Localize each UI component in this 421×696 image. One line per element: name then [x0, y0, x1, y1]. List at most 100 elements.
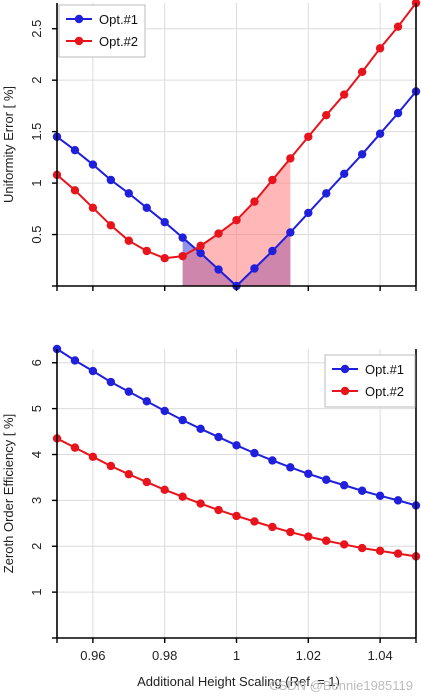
data-point — [88, 366, 98, 376]
data-point — [340, 540, 349, 549]
y-tick-label: 1.5 — [29, 123, 44, 141]
data-point — [142, 203, 151, 212]
data-point — [142, 397, 151, 406]
y-tick-label: 3 — [29, 497, 44, 504]
data-point — [214, 229, 223, 238]
data-point — [375, 129, 385, 138]
x-axis-title: Additional Height Scaling (Ref. = 1) — [137, 674, 340, 689]
data-point — [393, 22, 403, 31]
data-point — [232, 441, 241, 450]
x-tick-label: 1.04 — [367, 648, 392, 663]
data-point — [340, 90, 349, 99]
data-point — [70, 145, 80, 155]
data-point — [178, 415, 187, 425]
data-point — [70, 443, 80, 452]
x-tick-label: 0.98 — [152, 648, 177, 663]
data-point — [268, 175, 277, 185]
legend-box — [324, 354, 416, 408]
data-point — [160, 406, 169, 416]
data-point — [160, 254, 169, 263]
data-point — [160, 217, 169, 227]
legend-label: Opt.#2 — [99, 34, 138, 49]
data-point — [286, 463, 295, 472]
y-tick-label: 0.5 — [29, 226, 44, 244]
y-tick-label: 2 — [29, 543, 44, 550]
data-point — [88, 203, 98, 212]
data-point — [160, 485, 169, 495]
data-point — [106, 461, 116, 471]
data-point — [250, 197, 259, 206]
data-point — [124, 236, 133, 245]
y-tick-label: 4 — [29, 451, 44, 458]
y-tick-label: 6 — [29, 359, 44, 366]
data-point — [375, 44, 385, 53]
data-point — [322, 110, 331, 120]
data-point — [357, 486, 367, 495]
y-tick-label: 1 — [29, 589, 44, 596]
data-point — [196, 424, 205, 434]
legend-swatch-marker — [340, 386, 350, 396]
data-point — [124, 189, 133, 198]
legend-swatch-marker — [340, 364, 350, 374]
y-axis-title: Uniformity Error [ %] — [1, 86, 16, 203]
data-point — [322, 536, 331, 545]
data-point — [304, 132, 313, 141]
data-point — [124, 470, 133, 479]
data-point — [393, 496, 403, 505]
data-point — [214, 505, 223, 515]
x-tick-label: 1 — [233, 648, 240, 663]
data-point — [393, 108, 403, 118]
legend-swatch-marker — [74, 36, 84, 46]
data-point — [196, 248, 205, 258]
data-point — [232, 215, 241, 225]
data-point — [178, 251, 187, 261]
data-point — [70, 186, 80, 195]
data-point — [286, 228, 295, 237]
data-point — [268, 522, 277, 532]
data-point — [304, 208, 313, 218]
data-point — [268, 456, 277, 465]
data-point — [286, 527, 295, 537]
data-point — [304, 469, 313, 478]
legend-box — [58, 4, 146, 58]
data-point — [340, 169, 349, 179]
data-point — [375, 546, 385, 556]
x-tick-label: 1.02 — [296, 648, 321, 663]
data-point — [214, 265, 223, 274]
data-point — [322, 189, 331, 198]
data-point — [250, 448, 259, 458]
y-tick-label: 1 — [29, 179, 44, 186]
data-point — [304, 532, 313, 541]
data-point — [196, 241, 205, 251]
data-point — [142, 477, 151, 487]
data-point — [357, 67, 367, 77]
data-point — [357, 543, 367, 553]
data-point — [375, 491, 385, 500]
data-point — [142, 246, 151, 256]
data-point — [250, 264, 259, 273]
data-point — [124, 387, 133, 396]
data-point — [357, 150, 367, 159]
data-point — [322, 475, 331, 484]
data-point — [196, 499, 205, 508]
watermark: CSDN @Bonnie1985119 — [269, 678, 413, 693]
data-point — [232, 511, 241, 521]
data-point — [393, 549, 403, 558]
data-point — [106, 175, 116, 185]
legend: Opt.#1 Opt.#2 — [324, 354, 416, 408]
legend-label: Opt.#2 — [365, 384, 404, 399]
data-point — [88, 452, 98, 462]
data-point — [214, 432, 223, 442]
data-point — [268, 246, 277, 256]
y-axis-title: Zeroth Order Efficiency [ %] — [1, 414, 16, 573]
data-point — [70, 356, 80, 365]
y-tick-label: 2.5 — [29, 20, 44, 38]
y-tick-label: 5 — [29, 405, 44, 412]
data-point — [106, 221, 116, 230]
data-point — [178, 233, 187, 242]
legend: Opt.#1 Opt.#2 — [58, 4, 146, 58]
legend-swatch-marker — [74, 14, 84, 24]
data-point — [178, 492, 187, 501]
